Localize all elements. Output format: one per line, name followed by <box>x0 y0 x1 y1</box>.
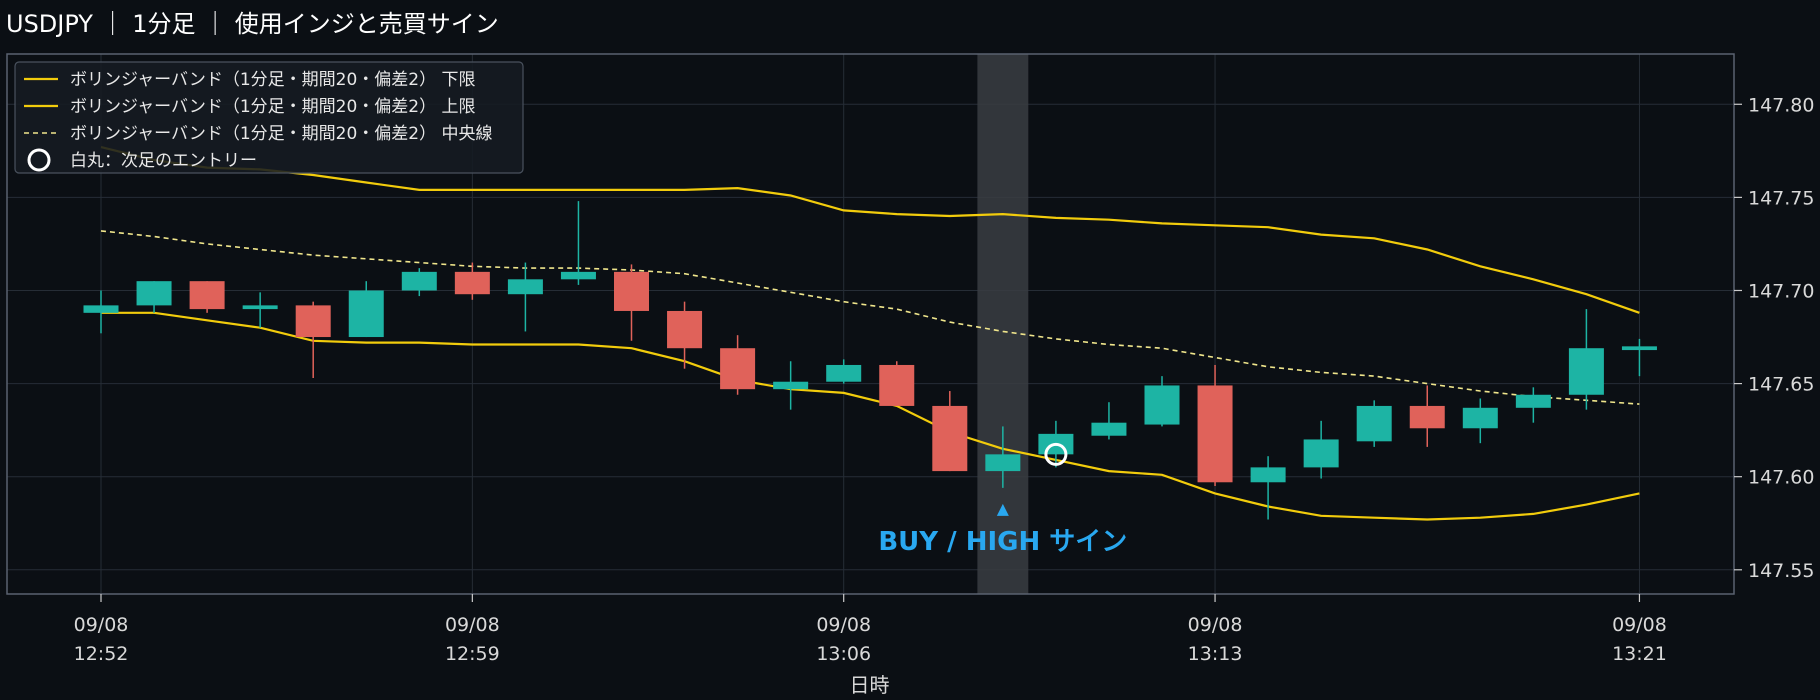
candle <box>1568 309 1604 410</box>
candle <box>454 262 490 300</box>
legend-box <box>14 61 524 174</box>
legend-entry-text: ボリンジャーバンド（1分足・期間20・偏差2） 下限 <box>70 70 476 90</box>
plot-border <box>6 53 1735 595</box>
candle-body <box>614 271 649 311</box>
candle-body <box>1250 467 1286 483</box>
candle <box>1621 338 1657 377</box>
y-tick-label: 147.75 <box>1748 187 1814 209</box>
candle <box>1250 456 1286 520</box>
candle-body <box>507 279 543 295</box>
x-axis-label: 日時 <box>850 673 890 697</box>
candle-body <box>136 281 172 306</box>
candle <box>614 264 649 341</box>
candle-body <box>1303 439 1339 468</box>
candle-body <box>879 364 915 406</box>
candle <box>985 426 1021 488</box>
y-tick-label: 147.65 <box>1748 374 1814 396</box>
candle <box>773 361 809 410</box>
candle <box>1409 385 1445 447</box>
candle-body <box>985 454 1021 472</box>
candle-body <box>560 271 596 280</box>
legend: ボリンジャーバンド（1分足・期間20・偏差2） 下限ボリンジャーバンド（1分足・… <box>14 61 524 174</box>
candle <box>401 268 437 297</box>
bb-upper-line <box>100 146 1640 314</box>
candle-body <box>826 364 862 382</box>
chart-title: USDJPY ｜ 1分足 ｜ 使用インジと売買サイン <box>6 10 499 38</box>
x-tick-date: 09/08 <box>445 614 500 636</box>
candle <box>560 201 596 285</box>
candle <box>1303 420 1339 479</box>
y-tick-label: 147.80 <box>1748 94 1814 116</box>
candle-body <box>932 405 968 472</box>
candle <box>1197 364 1233 486</box>
legend-entry-text: ボリンジャーバンド（1分足・期間20・偏差2） 中央線 <box>70 124 493 144</box>
candle-body <box>189 281 225 310</box>
candle-body <box>1144 385 1180 425</box>
candle-body <box>773 381 809 390</box>
x-tick-time: 12:52 <box>74 643 129 665</box>
legend-entry-text: ボリンジャーバンド（1分足・期間20・偏差2） 上限 <box>70 97 476 117</box>
candle-body <box>454 271 490 295</box>
candle <box>720 335 756 395</box>
candle-body <box>1356 405 1392 442</box>
y-tick-label: 147.60 <box>1748 467 1814 489</box>
candle-body <box>295 305 331 338</box>
y-tick-label: 147.55 <box>1748 560 1814 582</box>
candle <box>1356 400 1392 447</box>
x-tick-date: 09/08 <box>816 614 871 636</box>
candle <box>348 281 384 338</box>
candle-body <box>348 290 384 338</box>
candle-body <box>1091 422 1127 436</box>
candle <box>879 361 915 406</box>
bb-lower-line <box>101 311 1640 521</box>
candle <box>1515 387 1551 423</box>
candle-body <box>667 310 703 349</box>
candle <box>242 292 278 328</box>
candle-body <box>1462 407 1498 429</box>
signal-label: BUY / HIGH サイン <box>878 527 1127 557</box>
x-tick-time: 12:59 <box>445 643 500 665</box>
candle <box>136 281 172 313</box>
x-tick-date: 09/08 <box>1188 614 1243 636</box>
candle <box>826 359 862 384</box>
x-tick-date: 09/08 <box>1612 614 1667 636</box>
candle <box>189 281 225 313</box>
x-tick-time: 13:13 <box>1188 643 1243 665</box>
candle-body <box>1568 348 1604 395</box>
candle <box>1091 402 1127 440</box>
candle-body <box>242 305 278 310</box>
candle <box>1462 398 1498 444</box>
entry-marker <box>1044 442 1068 466</box>
candle-body <box>1621 346 1657 351</box>
y-tick-label: 147.70 <box>1748 280 1814 302</box>
x-tick-time: 13:21 <box>1612 643 1667 665</box>
candle <box>932 391 968 472</box>
signal-arrow-icon <box>996 503 1009 516</box>
x-tick-time: 13:06 <box>816 643 871 665</box>
candle-body <box>83 305 119 313</box>
candle <box>295 301 331 378</box>
candle <box>507 262 543 332</box>
candle <box>1144 376 1180 427</box>
candle-body <box>1197 385 1233 483</box>
legend-entry-text: 白丸：次足のエントリー <box>70 151 257 171</box>
candle <box>667 301 703 369</box>
candle-body <box>1515 394 1551 408</box>
candle <box>83 290 119 334</box>
candle-body <box>720 348 756 390</box>
candle-body <box>1409 405 1445 429</box>
legend-entry-circle-icon <box>27 148 51 172</box>
x-tick-date: 09/08 <box>74 614 129 636</box>
candle-body <box>401 271 437 291</box>
